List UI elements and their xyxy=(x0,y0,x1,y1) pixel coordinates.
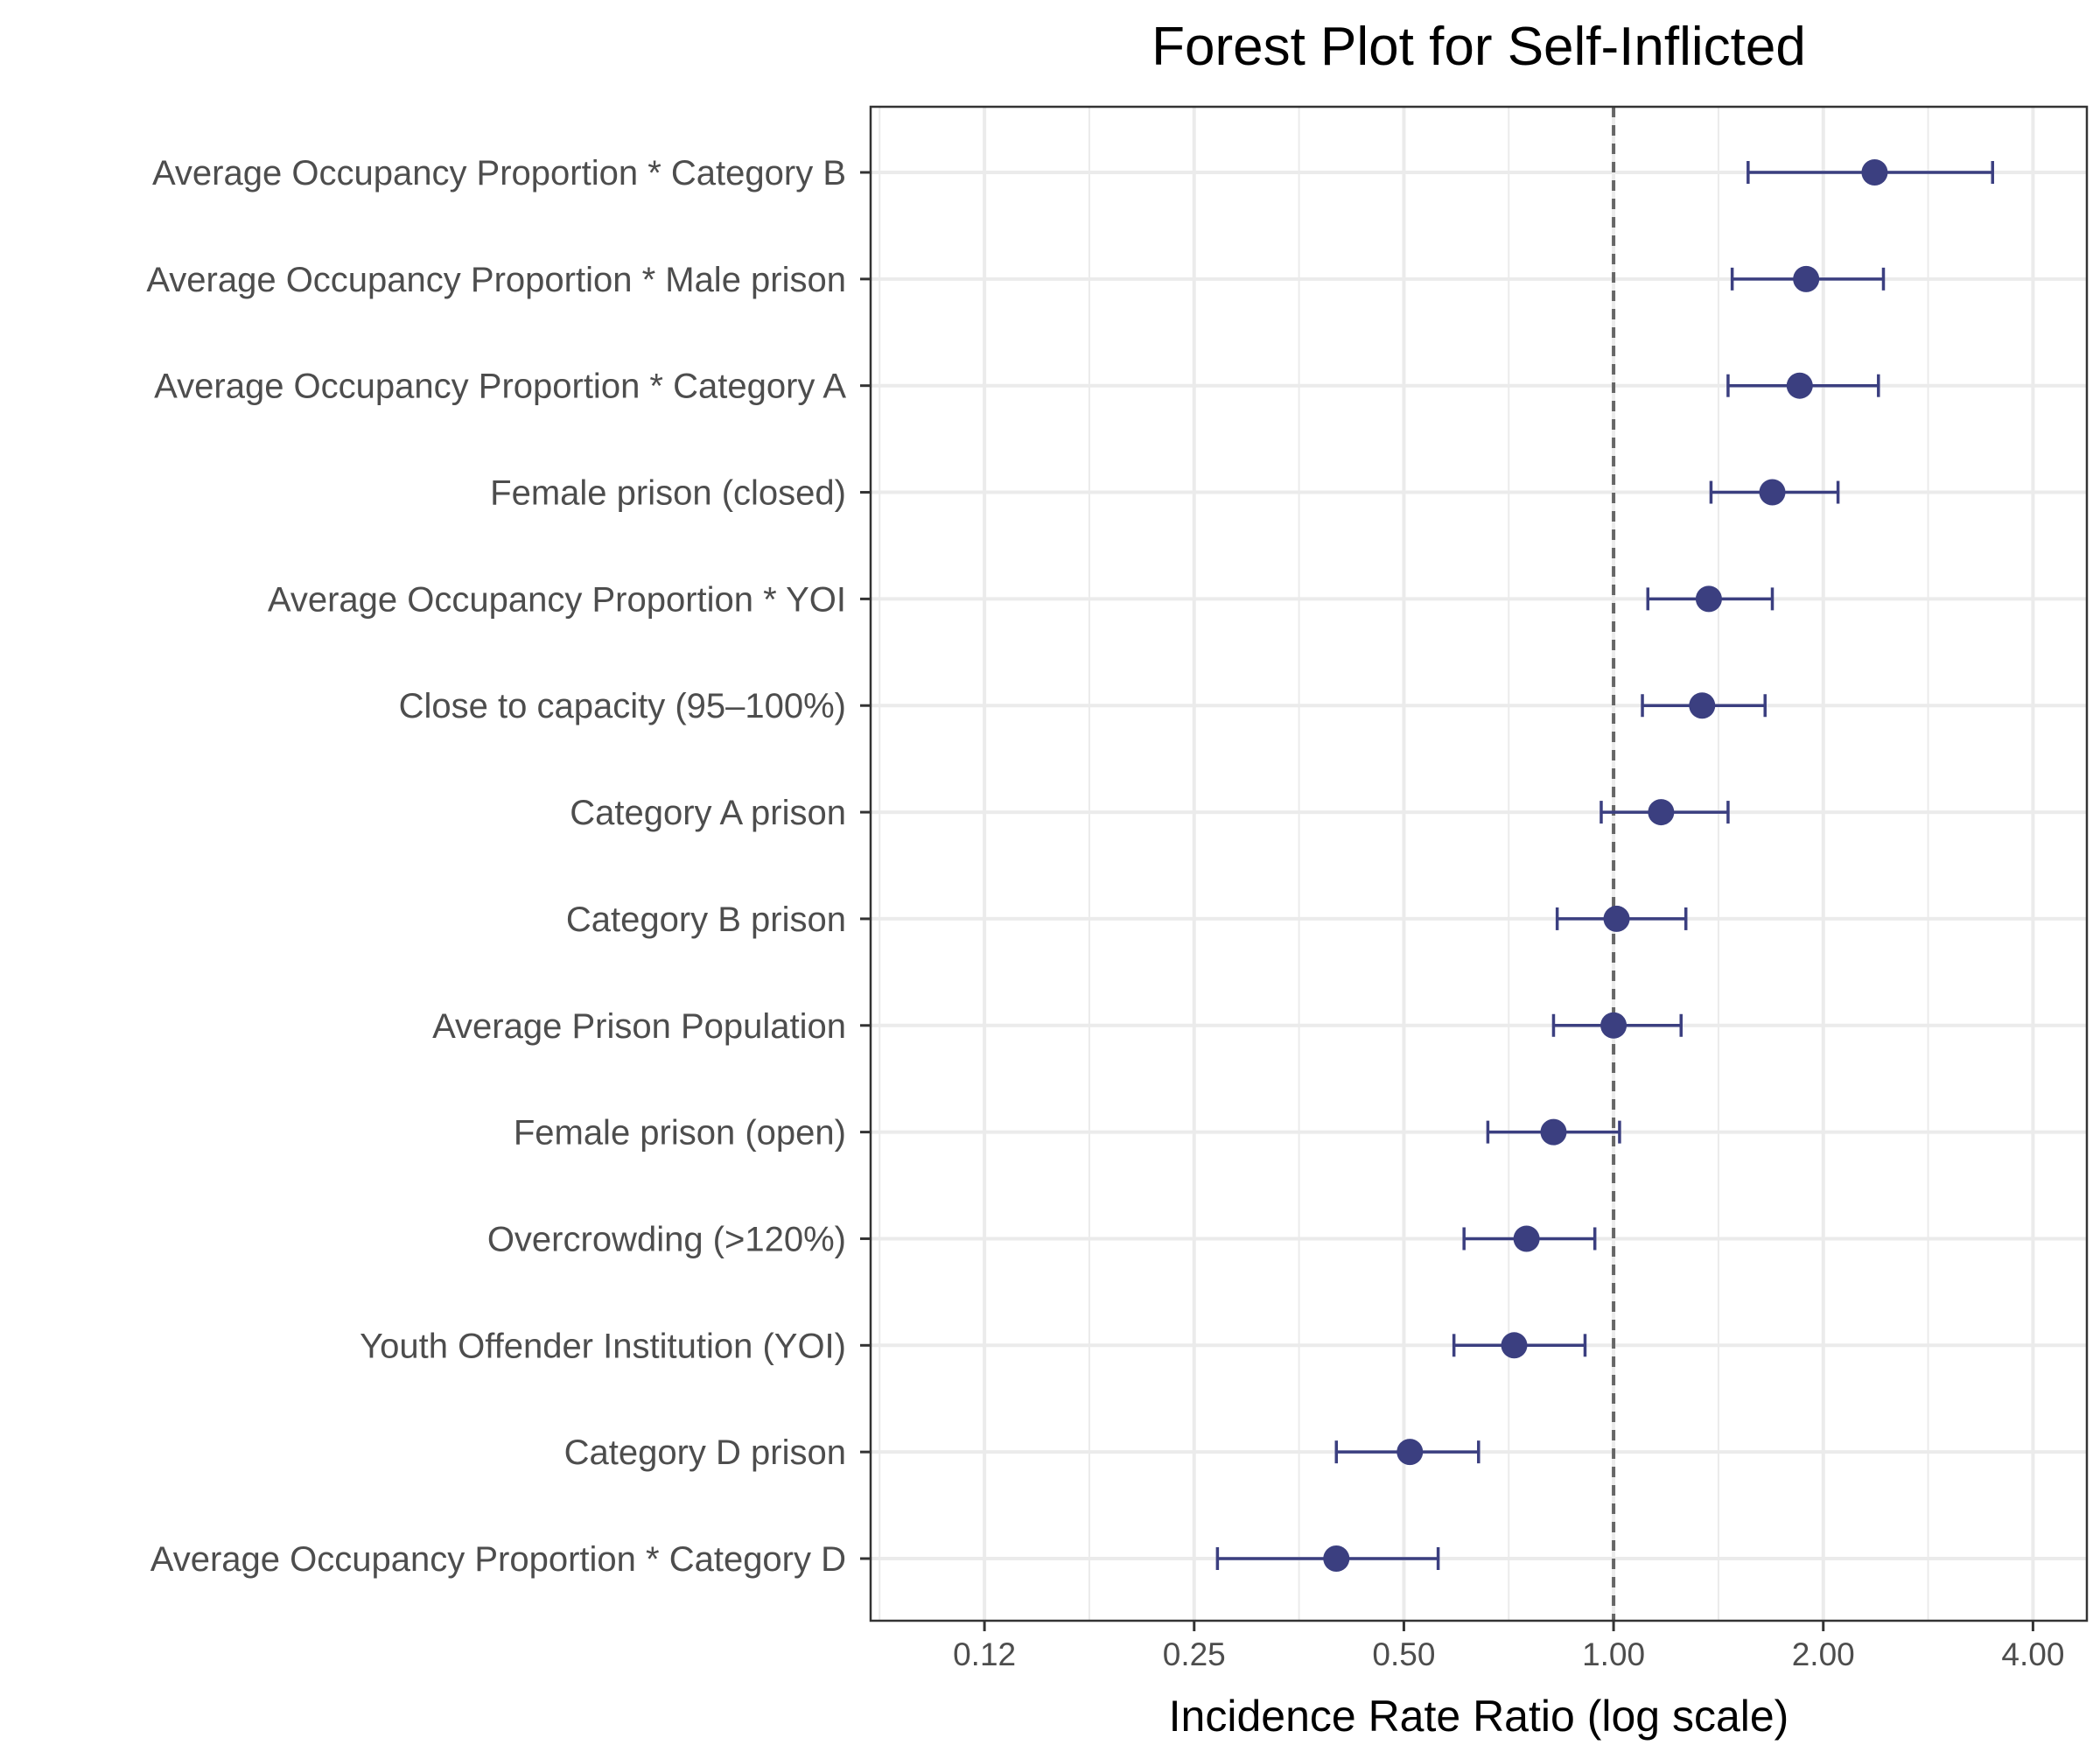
point-estimate xyxy=(1323,1545,1350,1572)
point-estimate xyxy=(1648,799,1675,826)
point-estimate xyxy=(1600,1012,1628,1039)
y-axis: Average Occupancy Proportion * Category … xyxy=(146,154,871,1579)
y-tick-label: Female prison (closed) xyxy=(490,474,846,513)
y-tick-label: Overcrowding (>120%) xyxy=(487,1220,846,1258)
y-tick-label: Average Occupancy Proportion * Male pris… xyxy=(146,261,846,299)
plot-panel-border xyxy=(869,105,2089,1622)
y-tick-label: Average Occupancy Proportion * Category … xyxy=(152,154,846,193)
y-tick-label: Average Prison Population xyxy=(432,1007,846,1046)
chart-title: Forest Plot for Self-Inflicted xyxy=(1152,17,1806,77)
x-tick-label: 0.12 xyxy=(953,1636,1016,1672)
y-tick-label: Average Occupancy Proportion * Category … xyxy=(150,1540,846,1579)
y-tick-label: Female prison (open) xyxy=(514,1114,846,1153)
point-estimate xyxy=(1759,479,1786,506)
y-tick-label: Category B prison xyxy=(566,901,846,939)
point-estimate xyxy=(1689,692,1716,719)
point-estimate xyxy=(1793,265,1820,292)
point-estimate xyxy=(1501,1332,1528,1359)
data-marks xyxy=(1215,159,1994,1572)
point-estimate xyxy=(1603,905,1630,932)
y-tick-label: Youth Offender Institution (YOI) xyxy=(360,1327,846,1365)
y-tick-label: Average Occupancy Proportion * Category … xyxy=(154,368,846,406)
x-axis-label: Incidence Rate Ratio (log scale) xyxy=(1169,1692,1789,1741)
x-tick-label: 4.00 xyxy=(2001,1636,2064,1672)
point-estimate xyxy=(1513,1225,1540,1252)
point-estimate xyxy=(1695,585,1722,613)
y-tick-label: Average Occupancy Proportion * YOI xyxy=(268,580,846,619)
point-estimate xyxy=(1786,372,1813,399)
y-tick-label: Close to capacity (95–100%) xyxy=(399,687,846,725)
x-tick-label: 0.25 xyxy=(1163,1636,1226,1672)
x-tick-label: 1.00 xyxy=(1582,1636,1645,1672)
point-estimate xyxy=(1396,1439,1424,1466)
point-estimate xyxy=(1540,1118,1567,1146)
x-axis: 0.12 0.25 0.50 1.00 2.00 4.00 xyxy=(953,1621,2064,1672)
y-tick-label: Category D prison xyxy=(564,1433,846,1472)
x-tick-label: 2.00 xyxy=(1792,1636,1855,1672)
y-tick-label: Category A prison xyxy=(570,794,846,832)
point-estimate xyxy=(1861,159,1888,186)
x-tick-label: 0.50 xyxy=(1372,1636,1435,1672)
